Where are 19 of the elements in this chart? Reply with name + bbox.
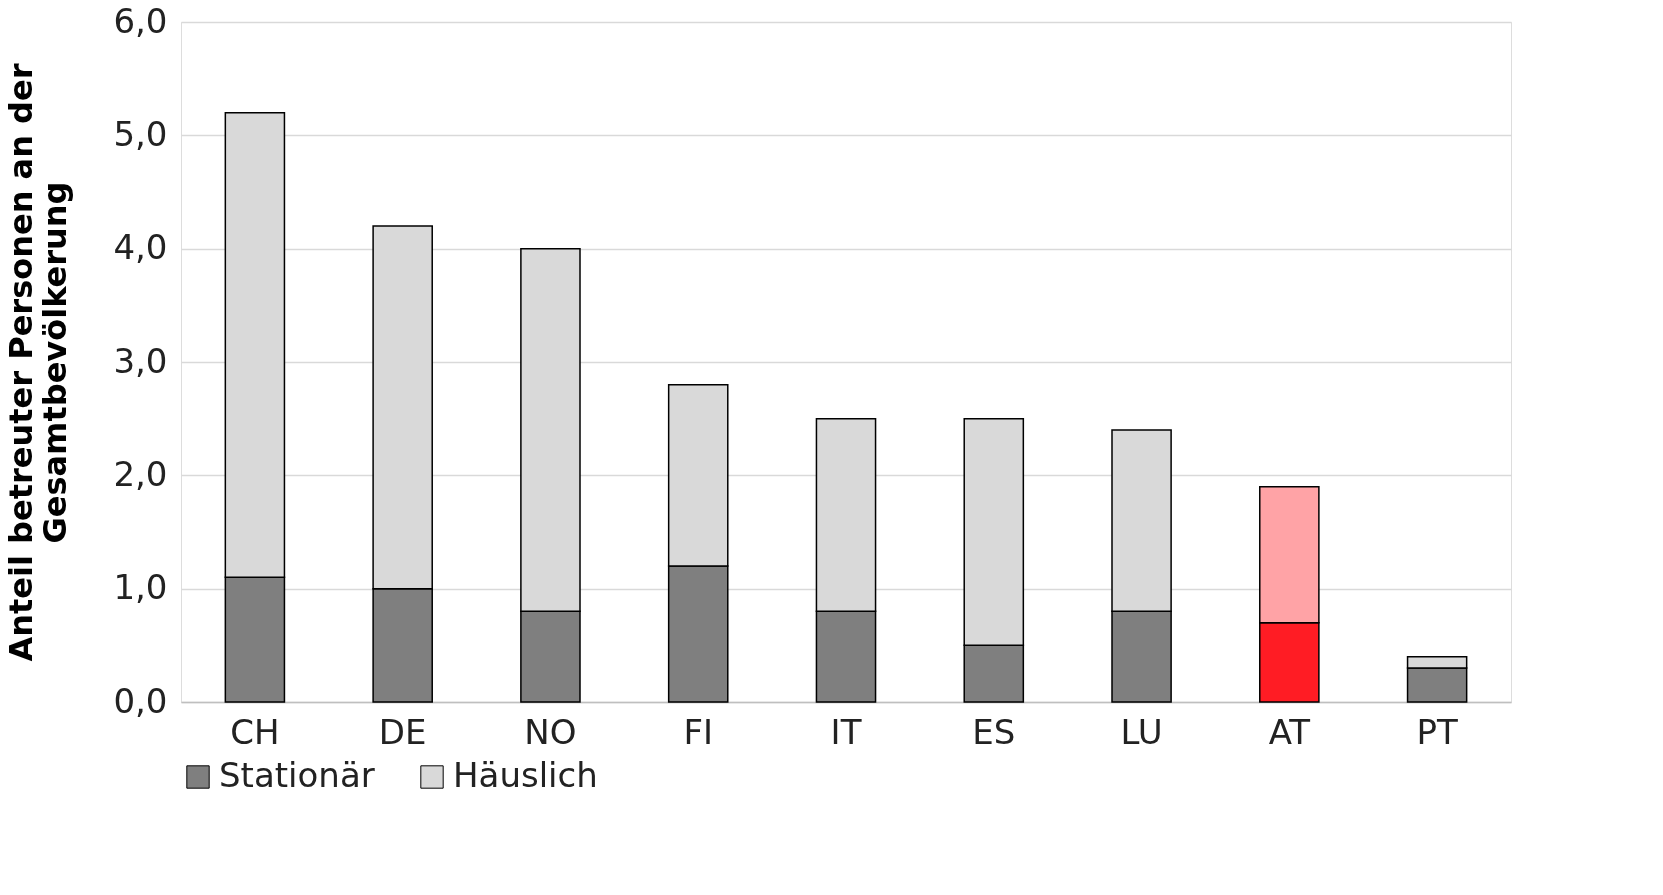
y-tick-label: 0,0 xyxy=(113,680,168,721)
x-tick-label: DE xyxy=(378,711,427,752)
x-tick-label: CH xyxy=(230,711,280,752)
x-tick-label: NO xyxy=(524,711,577,752)
x-tick-label: PT xyxy=(1416,711,1458,752)
legend-label: Stationär xyxy=(219,755,375,795)
y-axis-title: Anteil betreuter Personen an der Gesamtbevölkerung xyxy=(2,63,75,662)
x-tick-label: FI xyxy=(683,711,714,752)
x-tick-label: ES xyxy=(972,711,1016,752)
y-tick-label: 1,0 xyxy=(113,567,168,608)
legend-label: Häuslich xyxy=(453,755,598,795)
y-tick-label: 5,0 xyxy=(113,113,168,154)
y-tick-label: 2,0 xyxy=(113,453,168,494)
x-tick-label: LU xyxy=(1120,711,1163,752)
y-tick-label: 3,0 xyxy=(113,340,168,381)
y-tick-label: 6,0 xyxy=(113,0,168,41)
x-tick-label: AT xyxy=(1268,711,1311,752)
x-tick-label: IT xyxy=(830,711,862,752)
y-tick-label: 4,0 xyxy=(113,227,168,268)
